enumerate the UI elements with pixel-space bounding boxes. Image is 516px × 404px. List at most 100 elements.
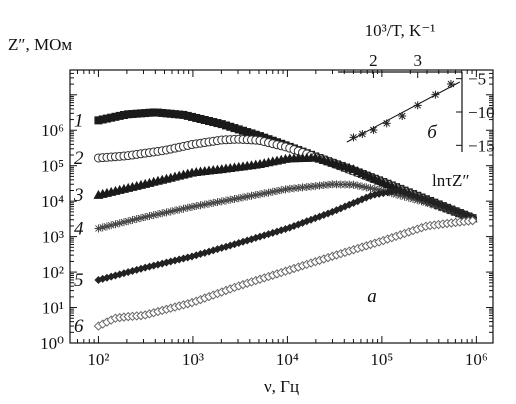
data-point: [396, 191, 405, 200]
series-label: 2: [74, 148, 84, 169]
data-point: [115, 219, 124, 228]
series-label: 6: [74, 316, 84, 337]
data-point: [431, 90, 440, 99]
y-tick-label: 10⁴: [41, 192, 64, 211]
data-point: [413, 101, 422, 110]
data-point: [145, 212, 154, 221]
data-point: [209, 118, 218, 127]
data-point: [298, 183, 307, 192]
data-point: [98, 115, 107, 124]
data-point: [149, 108, 158, 117]
data-point: [128, 109, 137, 118]
data-point: [149, 211, 158, 220]
data-point: [290, 184, 299, 193]
data-point: [369, 126, 378, 134]
data-point: [277, 186, 286, 195]
data-point: [332, 180, 341, 189]
data-point: [111, 112, 120, 121]
data-point: [256, 190, 265, 199]
data-point: [102, 222, 111, 231]
series-6: [93, 215, 478, 331]
panel-label-a: а: [367, 286, 377, 307]
data-point: [209, 198, 218, 207]
data-point: [170, 110, 179, 119]
data-point: [226, 122, 235, 131]
data-point: [247, 191, 256, 200]
data-point: [341, 180, 350, 189]
data-point: [230, 124, 239, 133]
data-point: [247, 129, 256, 138]
data-point: [124, 217, 133, 226]
data-point: [221, 121, 230, 130]
data-point: [145, 108, 154, 117]
data-point: [107, 221, 116, 230]
data-point: [200, 115, 209, 124]
data-point: [179, 204, 188, 213]
inset-y-axis-label: lnτZ″: [432, 171, 470, 190]
data-point: [243, 192, 252, 201]
data-point: [315, 181, 324, 190]
data-point: [307, 182, 316, 191]
data-point: [94, 116, 103, 125]
data-point: [187, 202, 196, 211]
inset-plot: 2 3 −5 −10 −15 10³/T, K⁻¹ lnτZ″ б: [338, 21, 495, 190]
data-point: [183, 111, 192, 120]
data-point: [366, 184, 375, 193]
data-point: [251, 191, 260, 200]
data-point: [187, 112, 196, 121]
y-tick-label: 10⁵: [41, 157, 64, 176]
data-point: [238, 126, 247, 135]
data-point: [238, 193, 247, 202]
data-point: [467, 215, 478, 226]
series-label: 3: [73, 185, 84, 206]
data-point: [311, 182, 320, 191]
data-point: [132, 215, 141, 224]
data-point: [319, 181, 328, 190]
data-point: [234, 194, 243, 203]
data-point: [213, 198, 222, 207]
data-point: [336, 180, 345, 189]
y-tick-label: 10¹: [42, 299, 64, 318]
x-tick-label: 10⁴: [276, 350, 299, 369]
data-point: [162, 208, 171, 217]
data-point: [158, 209, 167, 218]
inset-y-tick-label: −10: [468, 103, 495, 122]
data-point: [94, 224, 103, 233]
data-point: [119, 111, 128, 120]
data-point: [273, 186, 282, 195]
data-point: [136, 213, 145, 222]
data-point: [362, 183, 371, 192]
data-point: [213, 119, 222, 128]
y-tick-label: 10³: [42, 228, 64, 247]
y-axis-label: Z″, МОм: [8, 35, 72, 54]
x-axis-label: ν, Гц: [264, 377, 299, 396]
inset-x-tick-label: 2: [369, 51, 378, 70]
data-point: [175, 110, 184, 119]
data-point: [398, 112, 407, 120]
data-point: [175, 205, 184, 214]
x-tick-label: 10²: [87, 350, 109, 369]
data-point: [162, 109, 171, 118]
data-point: [217, 197, 226, 206]
data-point: [345, 180, 354, 189]
x-tick-label: 10³: [182, 350, 204, 369]
data-point: [400, 192, 409, 201]
data-point: [260, 189, 269, 198]
data-point: [358, 130, 367, 138]
data-point: [358, 182, 367, 191]
data-point: [124, 110, 133, 119]
data-point: [353, 181, 362, 190]
data-point: [392, 186, 401, 195]
data-point: [141, 212, 150, 221]
data-point: [196, 201, 205, 210]
data-point: [153, 108, 162, 117]
data-point: [324, 180, 333, 189]
data-point: [349, 180, 358, 189]
y-tick-label: 10⁰: [40, 334, 64, 353]
data-point: [285, 184, 294, 193]
data-point: [251, 130, 260, 139]
data-point: [268, 187, 277, 196]
data-point: [153, 210, 162, 219]
data-point: [370, 185, 379, 194]
